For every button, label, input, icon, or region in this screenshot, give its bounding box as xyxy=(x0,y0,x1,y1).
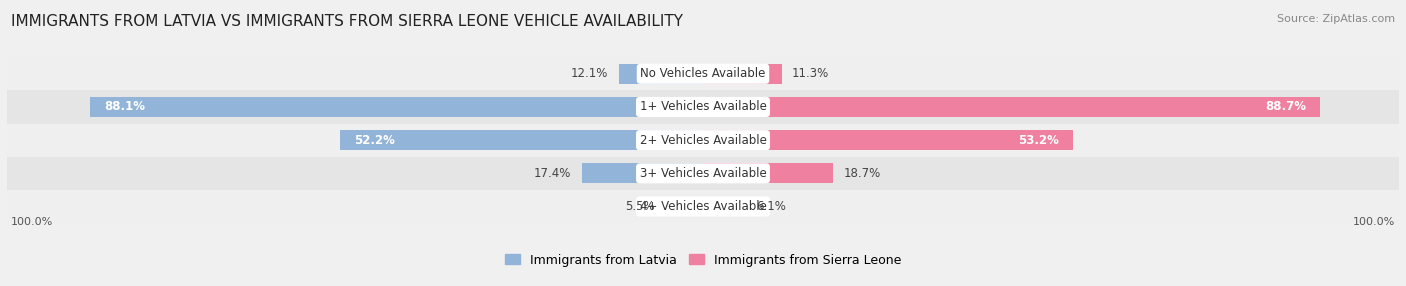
Text: 100.0%: 100.0% xyxy=(10,217,53,227)
Text: Source: ZipAtlas.com: Source: ZipAtlas.com xyxy=(1277,14,1395,24)
Bar xyxy=(703,163,834,183)
Text: 100.0%: 100.0% xyxy=(1353,217,1396,227)
Bar xyxy=(582,163,703,183)
Text: 5.5%: 5.5% xyxy=(624,200,654,213)
Bar xyxy=(619,64,703,84)
Text: 53.2%: 53.2% xyxy=(1018,134,1059,147)
Text: 2+ Vehicles Available: 2+ Vehicles Available xyxy=(640,134,766,147)
Bar xyxy=(7,124,1399,157)
Text: 11.3%: 11.3% xyxy=(792,67,830,80)
Text: 52.2%: 52.2% xyxy=(354,134,395,147)
Text: 1+ Vehicles Available: 1+ Vehicles Available xyxy=(640,100,766,114)
Bar xyxy=(703,130,1073,150)
Text: 4+ Vehicles Available: 4+ Vehicles Available xyxy=(640,200,766,213)
Bar xyxy=(7,157,1399,190)
Bar xyxy=(7,90,1399,124)
Bar xyxy=(340,130,703,150)
Text: 88.7%: 88.7% xyxy=(1265,100,1306,114)
Text: 88.1%: 88.1% xyxy=(104,100,145,114)
Bar xyxy=(7,57,1399,90)
Bar xyxy=(665,196,703,217)
Bar xyxy=(703,97,1320,117)
Text: 18.7%: 18.7% xyxy=(844,167,880,180)
Bar xyxy=(7,190,1399,223)
Bar xyxy=(90,97,703,117)
Text: No Vehicles Available: No Vehicles Available xyxy=(640,67,766,80)
Text: 3+ Vehicles Available: 3+ Vehicles Available xyxy=(640,167,766,180)
Bar xyxy=(703,196,745,217)
Text: 12.1%: 12.1% xyxy=(571,67,609,80)
Legend: Immigrants from Latvia, Immigrants from Sierra Leone: Immigrants from Latvia, Immigrants from … xyxy=(505,254,901,267)
Text: 6.1%: 6.1% xyxy=(756,200,786,213)
Text: 17.4%: 17.4% xyxy=(534,167,571,180)
Bar xyxy=(703,64,782,84)
Text: IMMIGRANTS FROM LATVIA VS IMMIGRANTS FROM SIERRA LEONE VEHICLE AVAILABILITY: IMMIGRANTS FROM LATVIA VS IMMIGRANTS FRO… xyxy=(11,14,683,29)
